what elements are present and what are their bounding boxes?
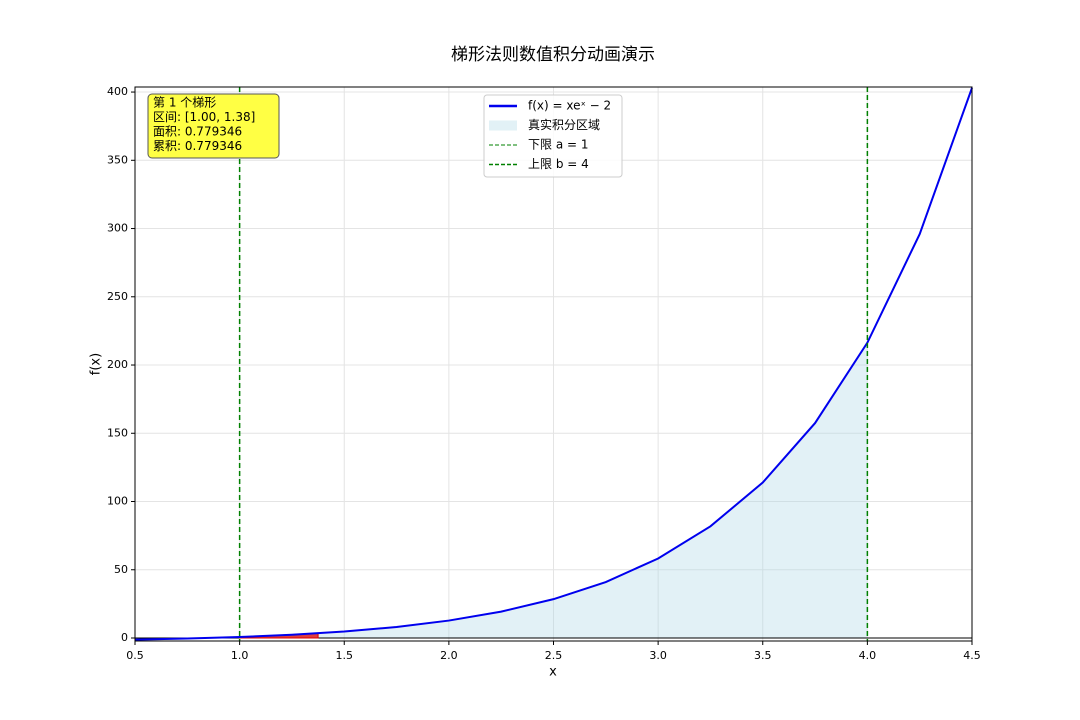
y-axis-label: f(x): [89, 353, 104, 375]
x-tick-label: 2.5: [545, 649, 563, 662]
integral-area: [239, 342, 868, 638]
x-tick-label: 3.0: [649, 649, 667, 662]
y-tick-label: 150: [107, 426, 128, 439]
legend-label: f(x) = xeˣ − 2: [528, 99, 611, 113]
x-tick-label: 0.5: [126, 649, 144, 662]
x-axis-label: x: [549, 665, 557, 680]
y-tick-label: 400: [107, 85, 128, 98]
x-tick-label: 1.5: [336, 649, 354, 662]
info-box-bg: [147, 93, 280, 159]
legend-box: [483, 94, 623, 178]
chart-title: 梯形法则数值积分动画演示: [451, 45, 655, 65]
plot: [134, 87, 973, 641]
x-tick-label: 2.0: [440, 649, 458, 662]
x-tick-label: 1.0: [231, 649, 249, 662]
x-tick-label: 4.0: [859, 649, 877, 662]
y-tick-label: 350: [107, 153, 128, 166]
x-tick-label: 4.5: [963, 649, 981, 662]
curve: [134, 87, 973, 641]
legend-label: 下限 a = 1: [528, 138, 589, 152]
y-tick-label: 50: [114, 563, 128, 576]
y-tick-label: 300: [107, 222, 128, 235]
y-tick-label: 0: [121, 631, 128, 644]
legend-label: 上限 b = 4: [528, 157, 589, 171]
legend-swatch: [489, 120, 517, 131]
y-tick-label: 100: [107, 495, 128, 508]
x-tick-label: 3.5: [754, 649, 772, 662]
ticks: 0.5 1.0 1.5 2.0 2.5 3.0 3.5 4.0 4.5 0 50 100 150 200 2…: [107, 85, 981, 662]
y-tick-label: 200: [107, 358, 128, 371]
info-line: 面积: 0.779346: [153, 125, 242, 139]
legend-label: 真实积分区域: [528, 117, 600, 132]
info-line: 累积: 0.779346: [153, 139, 242, 153]
info-line: 第 1 个梯形: [153, 96, 216, 110]
y-tick-label: 250: [107, 290, 128, 303]
info-line: 区间: [1.00, 1.38]: [153, 110, 255, 124]
